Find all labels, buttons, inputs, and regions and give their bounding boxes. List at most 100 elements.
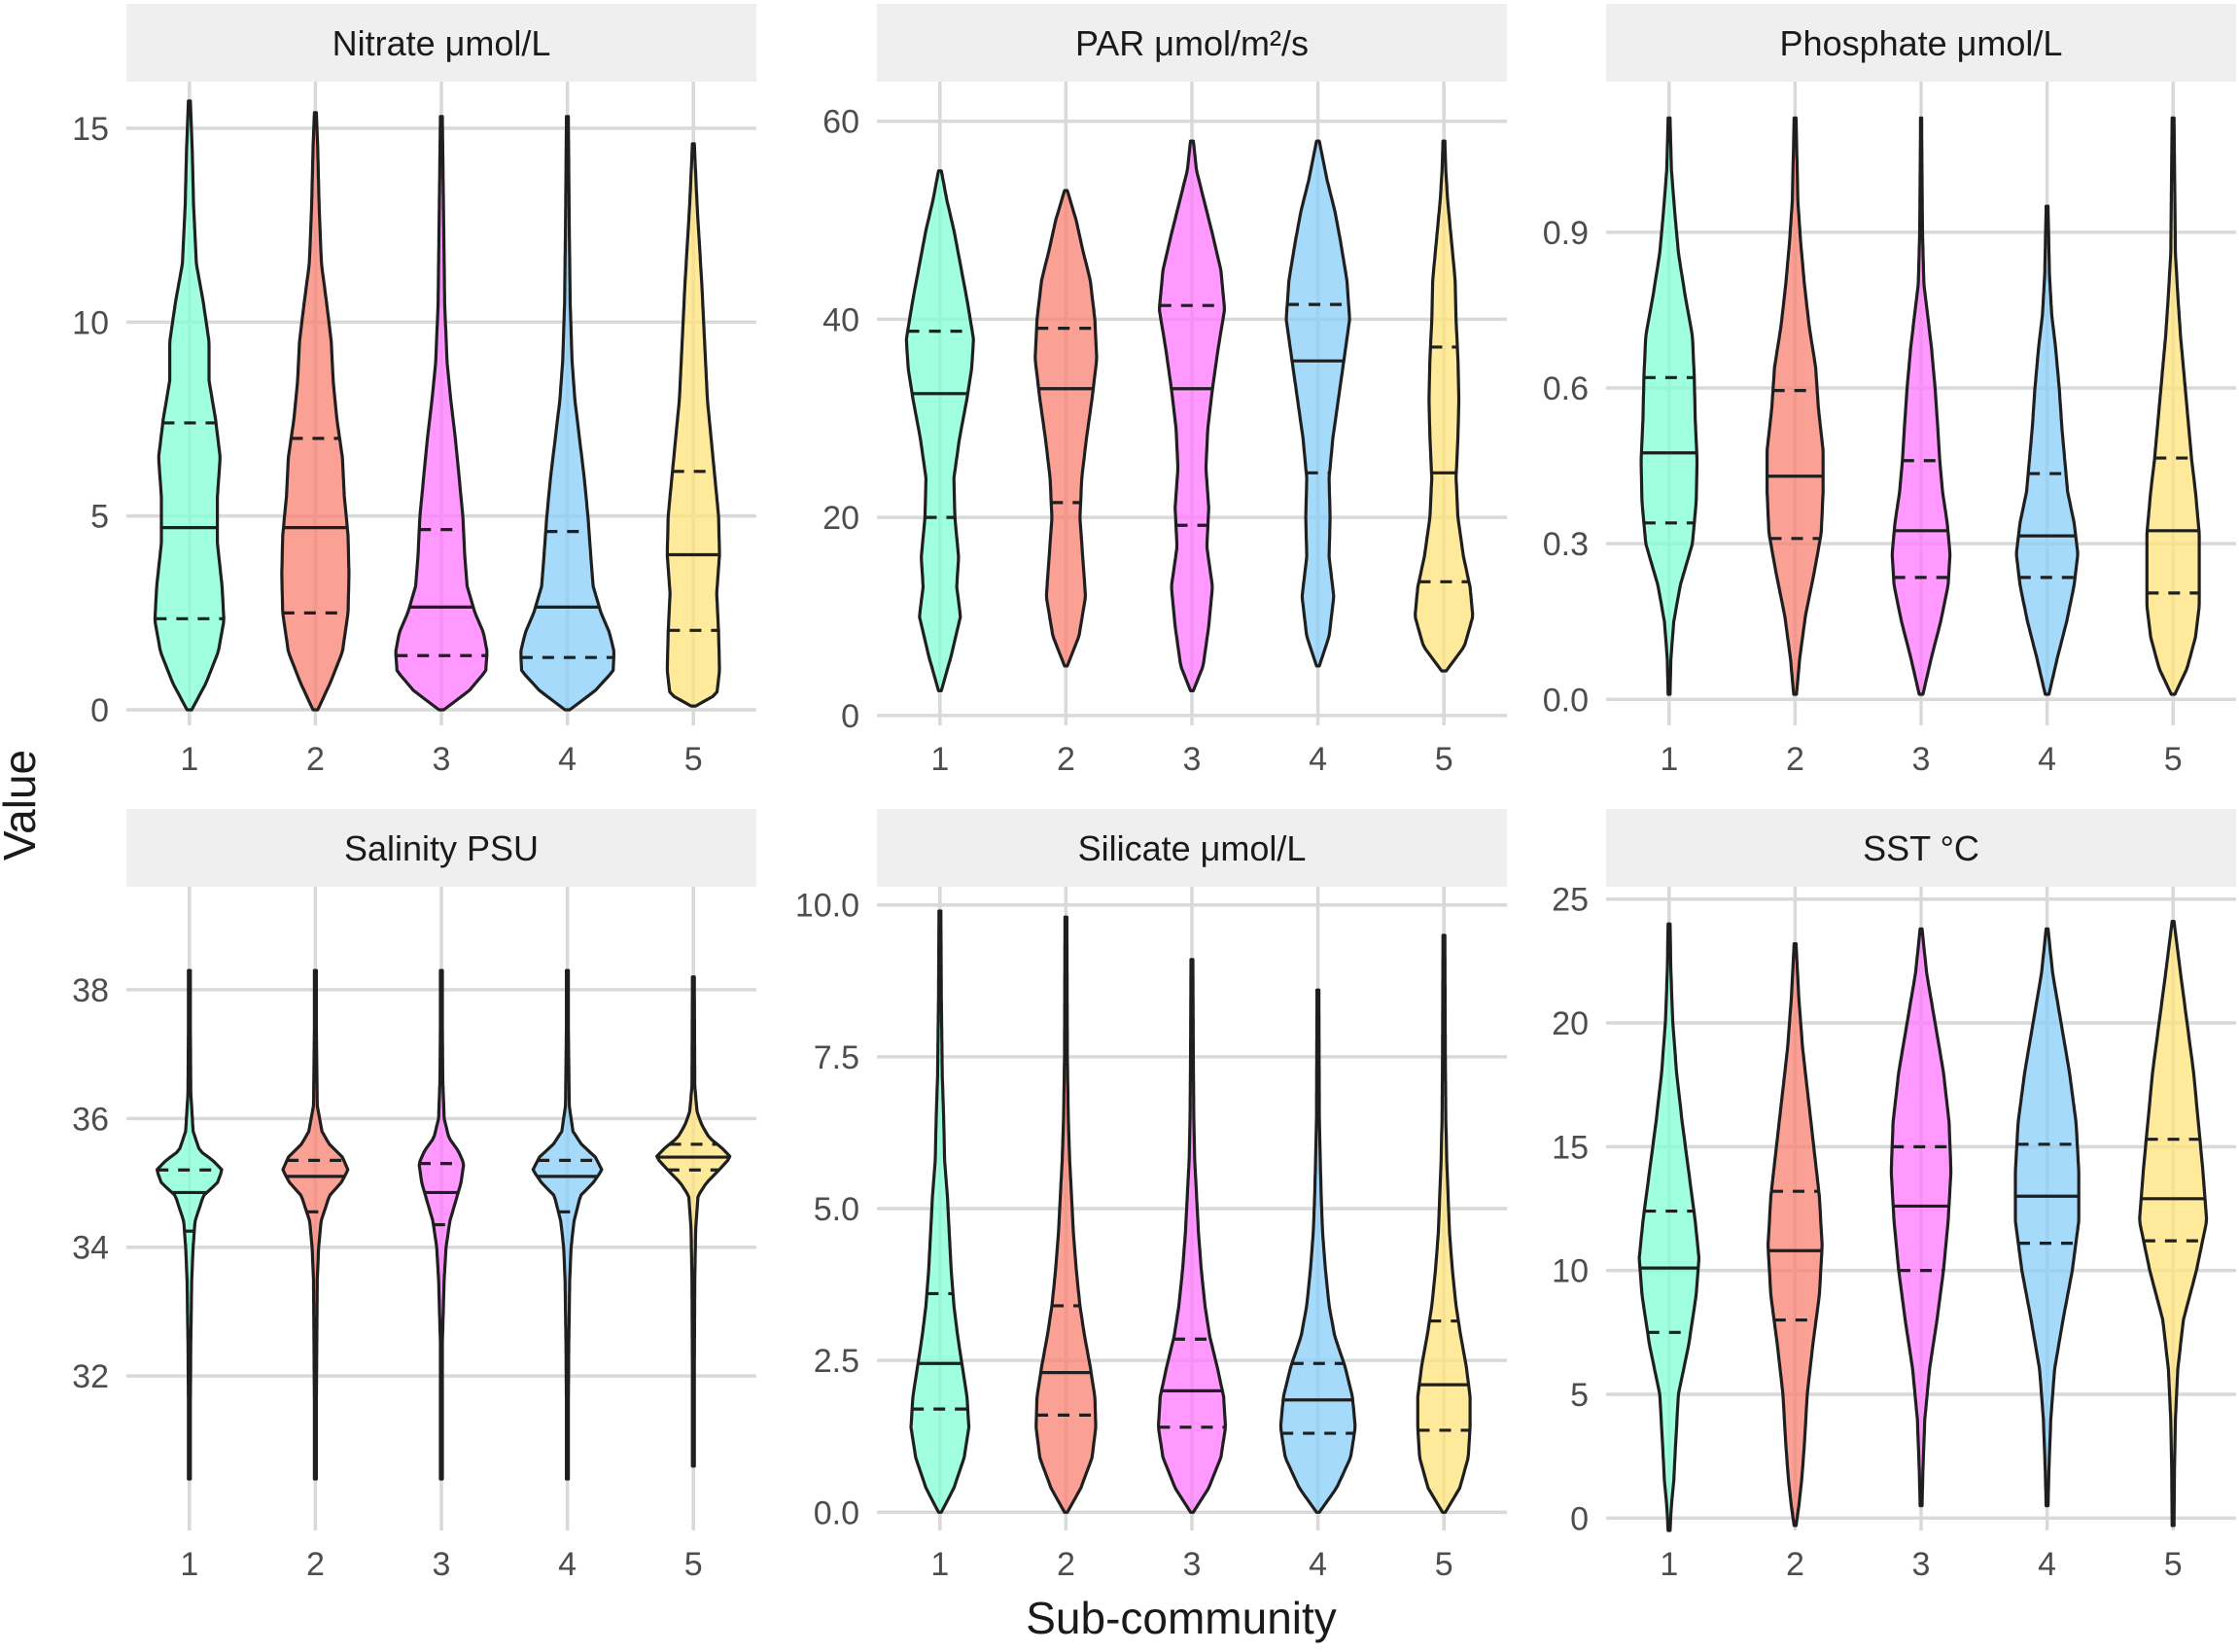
y-tick-label: 10 xyxy=(1552,1253,1589,1290)
panel-silicate: Silicate μmol/L 0.0 2.5 5.0 7.5 10.0 1 2 3 4 5 xyxy=(795,809,1507,1583)
x-tick-label: 1 xyxy=(930,1546,949,1583)
y-tick-label: 15 xyxy=(72,111,109,148)
x-tick-label: 2 xyxy=(306,741,325,778)
x-tick-label: 5 xyxy=(2164,741,2183,778)
x-tick-label: 3 xyxy=(1912,1546,1931,1583)
violin-body xyxy=(156,968,224,1481)
x-tick-label: 5 xyxy=(684,741,703,778)
y-tick-label: 20 xyxy=(822,500,859,537)
panel-title: Nitrate μmol/L xyxy=(332,23,551,63)
violin-group-3 xyxy=(417,968,466,1481)
violin-group-5 xyxy=(665,142,721,708)
violin-group-5 xyxy=(655,975,732,1468)
x-tick-label: 1 xyxy=(1660,741,1678,778)
x-tick-label: 4 xyxy=(2038,1546,2056,1583)
violin-group-2 xyxy=(1033,189,1099,668)
violin-body xyxy=(904,169,975,692)
y-tick-label: 0.0 xyxy=(1543,682,1589,719)
violin-group-1 xyxy=(153,99,226,712)
panel-nitrate: Nitrate μmol/L 0 5 10 15 1 2 3 4 5 xyxy=(72,4,756,778)
y-tick-label: 20 xyxy=(1552,1005,1589,1042)
panel-title: PAR μmol/m²/s xyxy=(1075,23,1309,63)
violin-body xyxy=(1414,139,1475,673)
x-tick-label: 5 xyxy=(2164,1546,2183,1583)
x-tick-label: 3 xyxy=(1912,741,1931,778)
y-tick-label: 34 xyxy=(72,1230,109,1267)
violin-body xyxy=(1157,958,1227,1514)
violin-body xyxy=(2014,204,2080,696)
violin-group-1 xyxy=(904,169,975,692)
y-tick-label: 15 xyxy=(1552,1129,1589,1166)
x-tick-label: 4 xyxy=(558,741,577,778)
y-tick-label: 7.5 xyxy=(814,1039,859,1076)
panel-sst: SST °C 0 5 10 15 20 25 1 2 3 4 5 xyxy=(1552,809,2236,1583)
violin-body xyxy=(1034,915,1098,1514)
x-tick-label: 3 xyxy=(433,741,451,778)
violin-body xyxy=(1767,942,1824,1528)
violin-body xyxy=(280,111,351,712)
violin-body xyxy=(2145,116,2201,696)
violin-body xyxy=(531,968,604,1481)
violin-group-5 xyxy=(2138,920,2209,1528)
strip-background xyxy=(126,809,756,887)
x-tick-label: 1 xyxy=(180,1546,198,1583)
panel-phosphate: Phosphate μmol/L 0.0 0.3 0.6 0.9 1 2 3 4 5 xyxy=(1543,4,2236,778)
violin-body xyxy=(1639,116,1699,696)
violin-body xyxy=(1033,189,1099,668)
y-tick-label: 36 xyxy=(72,1101,109,1138)
violin-body xyxy=(2138,920,2209,1528)
violin-body xyxy=(2013,927,2081,1508)
violin-group-3 xyxy=(1157,958,1227,1514)
y-tick-label: 32 xyxy=(72,1358,109,1395)
violin-body xyxy=(1284,139,1351,668)
violin-group-1 xyxy=(1637,922,1701,1532)
violin-group-1 xyxy=(156,968,224,1481)
x-tick-label: 1 xyxy=(1660,1546,1678,1583)
x-tick-label: 3 xyxy=(1183,741,1202,778)
y-tick-label: 60 xyxy=(822,104,859,141)
x-tick-label: 5 xyxy=(684,1546,703,1583)
violin-group-1 xyxy=(1639,116,1699,696)
y-tick-label: 0.0 xyxy=(814,1494,859,1531)
y-tick-label: 40 xyxy=(822,301,859,338)
violin-body xyxy=(1890,116,1952,696)
violin-body xyxy=(153,99,226,712)
violin-body xyxy=(1278,988,1357,1514)
panel-title: Salinity PSU xyxy=(344,828,539,868)
violin-group-3 xyxy=(1158,139,1226,692)
x-tick-label: 4 xyxy=(558,1546,577,1583)
violin-body xyxy=(1637,922,1701,1532)
violin-group-4 xyxy=(531,968,604,1481)
violin-group-5 xyxy=(2145,116,2201,696)
x-tick-label: 2 xyxy=(1786,741,1804,778)
y-tick-label: 10 xyxy=(72,304,109,341)
panel-par: PAR μmol/m²/s 0 20 40 60 1 2 3 4 5 xyxy=(822,4,1507,778)
violin-group-5 xyxy=(1414,139,1475,673)
violin-body xyxy=(1766,116,1825,696)
x-tick-label: 3 xyxy=(433,1546,451,1583)
x-tick-label: 4 xyxy=(2038,741,2056,778)
violin-group-2 xyxy=(1767,942,1824,1528)
violin-body xyxy=(519,115,615,712)
y-tick-label: 0 xyxy=(90,692,109,729)
strip-background xyxy=(1606,809,2236,887)
violin-group-3 xyxy=(1889,927,1953,1508)
strip-background xyxy=(877,809,1507,887)
x-tick-label: 3 xyxy=(1183,1546,1202,1583)
violin-group-2 xyxy=(280,111,351,712)
violin-group-4 xyxy=(519,115,615,712)
strip-background xyxy=(1606,4,2236,82)
x-tick-label: 2 xyxy=(1057,1546,1075,1583)
violin-group-3 xyxy=(1890,116,1952,696)
violin-group-4 xyxy=(2013,927,2081,1508)
violin-body xyxy=(1889,927,1953,1508)
x-tick-label: 5 xyxy=(1435,741,1453,778)
panel-title: Phosphate μmol/L xyxy=(1780,23,2063,63)
violin-group-4 xyxy=(1284,139,1351,668)
violin-body xyxy=(655,975,732,1468)
y-tick-label: 2.5 xyxy=(814,1343,859,1380)
violin-body xyxy=(394,115,489,712)
